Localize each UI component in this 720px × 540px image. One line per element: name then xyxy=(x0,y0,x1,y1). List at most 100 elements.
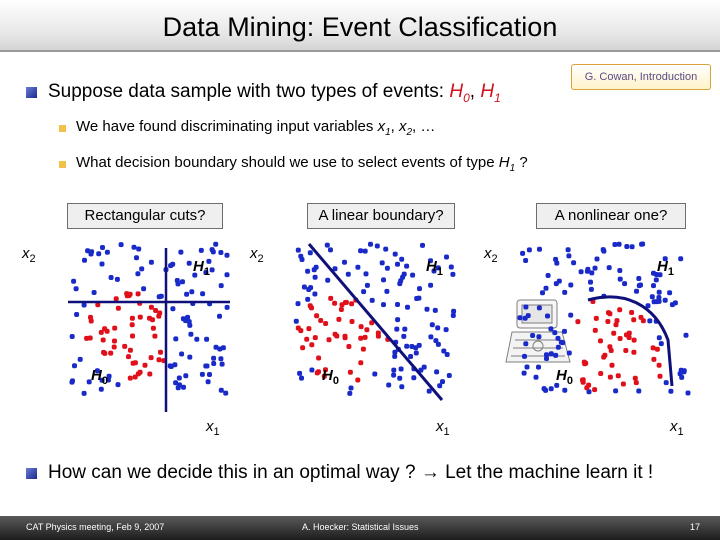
h1-event-dot xyxy=(617,268,623,273)
h0-event-dot xyxy=(583,360,589,366)
h1-event-dot xyxy=(536,305,542,311)
h1-event-dot xyxy=(612,242,618,247)
h1-event-dot xyxy=(391,372,397,378)
h1-event-dot xyxy=(213,241,219,247)
h1-event-dot xyxy=(428,258,433,264)
h1-event-dot xyxy=(555,344,561,350)
h0-event-dot xyxy=(601,354,607,360)
h0-event-dot xyxy=(593,315,599,321)
h1-event-dot xyxy=(299,375,304,381)
h1-event-dot xyxy=(187,354,193,360)
h0-event-dot xyxy=(115,305,121,311)
h1-event-dot xyxy=(636,276,642,281)
h1-event-dot xyxy=(545,313,550,319)
h0-event-dot xyxy=(605,319,611,324)
h1-event-dot xyxy=(649,294,655,300)
panel1-ylabel: x2 xyxy=(22,245,36,265)
panel1-h0: H0 xyxy=(91,367,108,387)
panel1-dots xyxy=(69,241,230,396)
h0-event-dot xyxy=(347,369,353,375)
h1-event-dot xyxy=(578,269,584,275)
h1-event-dot xyxy=(672,300,678,306)
h0-event-dot xyxy=(101,349,107,355)
h0-event-dot xyxy=(334,333,340,339)
h1-event-dot xyxy=(135,271,141,277)
h0-event-dot xyxy=(126,354,131,360)
h1-event-dot xyxy=(404,343,410,349)
h1-event-dot xyxy=(209,267,215,273)
caption-rectangular-cuts: Rectangular cuts? xyxy=(67,203,223,229)
h0-event-dot xyxy=(633,380,639,386)
h1-event-dot xyxy=(399,384,405,390)
h0-event-dot xyxy=(609,362,615,368)
h1-event-dot xyxy=(656,295,662,300)
h0-event-dot xyxy=(650,345,656,351)
h0-event-dot xyxy=(336,316,342,322)
h1-event-dot xyxy=(114,276,120,282)
h1-event-dot xyxy=(522,315,528,321)
h1-event-dot xyxy=(653,277,659,283)
h0-event-dot xyxy=(147,315,152,321)
h1-event-dot xyxy=(181,384,186,390)
h0-event-dot xyxy=(358,324,364,330)
h1-event-dot xyxy=(543,285,549,291)
h0-event-dot xyxy=(632,375,638,381)
h1-event-dot xyxy=(399,256,405,262)
h1-event-dot xyxy=(309,367,315,373)
h1-event-dot xyxy=(443,327,449,333)
h1-event-dot xyxy=(548,386,554,392)
h1-event-dot xyxy=(662,256,668,262)
h1-event-dot xyxy=(295,301,301,307)
panel3-ylabel: x2 xyxy=(484,245,498,265)
h1-event-dot xyxy=(139,266,145,272)
h1-event-dot xyxy=(312,274,318,280)
h1-event-dot xyxy=(82,257,87,263)
h1-event-dot xyxy=(530,333,536,338)
h0-event-dot xyxy=(358,335,364,341)
h1-event-dot xyxy=(441,348,447,354)
h1-event-dot xyxy=(369,297,375,303)
h1-event-dot xyxy=(444,352,450,357)
h1-event-dot xyxy=(213,344,219,350)
h1-event-dot xyxy=(345,271,351,277)
h0-event-dot xyxy=(657,373,663,379)
panel3-xlabel: x1 xyxy=(670,418,684,438)
h1-event-dot xyxy=(540,290,545,296)
h1-event-dot xyxy=(355,264,361,270)
h1-event-dot xyxy=(562,289,568,295)
panel2-ylabel: x2 xyxy=(250,245,264,265)
panel2-linear-boundary xyxy=(307,243,444,401)
h1-event-dot xyxy=(656,335,662,341)
h0-event-dot xyxy=(617,307,623,313)
h0-event-dot xyxy=(316,355,322,361)
h1-event-dot xyxy=(297,370,303,376)
h1-event-dot xyxy=(434,369,440,375)
h1-event-dot xyxy=(158,293,164,299)
h1-event-dot xyxy=(681,368,687,374)
h1-event-dot xyxy=(298,253,304,259)
h1-event-dot xyxy=(588,279,593,285)
h1-event-dot xyxy=(186,319,192,325)
h0-event-dot xyxy=(598,371,604,376)
h1-event-dot xyxy=(517,315,523,321)
h1-event-dot xyxy=(544,352,549,358)
panel2-h0: H0 xyxy=(322,367,339,387)
h1-event-dot xyxy=(131,244,137,250)
h1-event-dot xyxy=(428,282,434,288)
h1-event-dot xyxy=(617,276,623,282)
h1-event-dot xyxy=(411,375,417,381)
h1-event-dot xyxy=(210,249,216,255)
h1-event-dot xyxy=(402,326,408,332)
h0-event-dot xyxy=(156,357,162,363)
h0-event-dot xyxy=(654,346,660,352)
h1-event-dot xyxy=(342,259,347,265)
h1-event-dot xyxy=(98,386,104,392)
h1-event-dot xyxy=(384,288,390,294)
h1-event-dot xyxy=(368,241,373,247)
h1-event-dot xyxy=(541,386,547,392)
h1-event-dot xyxy=(523,341,529,347)
h1-event-dot xyxy=(183,373,189,379)
h0-event-dot xyxy=(309,305,314,311)
h0-event-dot xyxy=(346,344,352,349)
h1-event-dot xyxy=(108,275,114,280)
